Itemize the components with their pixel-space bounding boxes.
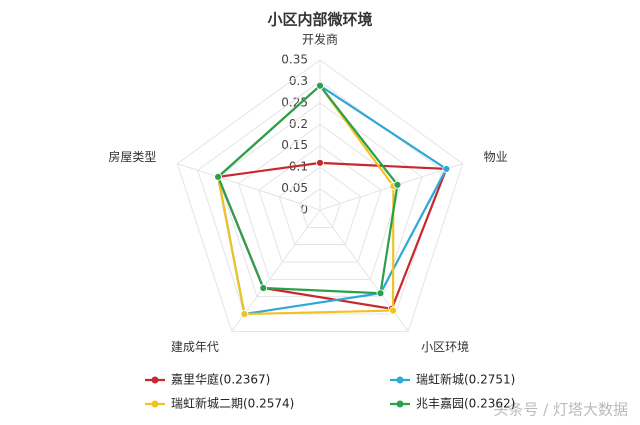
r-tick-label: 0 [300, 203, 308, 217]
legend-label: 兆丰嘉园(0.2362) [416, 397, 515, 411]
point [393, 180, 402, 189]
point [240, 310, 249, 318]
axis-label: 开发商 [302, 32, 338, 47]
spoke [177, 163, 321, 211]
axis-label: 物业 [484, 150, 508, 164]
r-tick-label: 0.05 [281, 181, 308, 195]
legend-label: 瑞虹新城(0.2751) [416, 372, 515, 387]
point [389, 306, 397, 315]
point [316, 158, 324, 167]
grid-ring [258, 145, 382, 263]
watermark: 头条号 / 灯塔大数据 [493, 401, 628, 419]
grid-ring [299, 187, 341, 228]
legend-label: 嘉里华庭(0.2367) [171, 372, 270, 387]
legend-label: 瑞虹新城二期(0.2574) [171, 396, 294, 411]
chart-title: 小区内部微环境 [267, 11, 372, 29]
r-tick-label: 0.3 [289, 74, 308, 88]
series-line [216, 161, 448, 311]
point [442, 165, 451, 173]
axis-label: 小区环境 [421, 339, 469, 354]
r-tick-label: 0.2 [289, 117, 308, 131]
point [376, 289, 385, 298]
axis-label: 房屋类型 [108, 149, 156, 164]
point [316, 81, 324, 90]
series-line [216, 84, 399, 295]
grid-ring [278, 166, 362, 246]
legend-dot [151, 400, 159, 408]
point [214, 172, 223, 181]
r-tick-label: 0.25 [281, 95, 308, 109]
r-tick-label: 0.35 [281, 53, 308, 67]
legend-dot [396, 400, 404, 408]
r-tick-label: 0.15 [281, 138, 308, 152]
legend-dot [396, 376, 404, 384]
grid-ring [176, 59, 464, 332]
grid-ring [197, 80, 443, 315]
axis-label: 建成年代 [171, 340, 219, 354]
point [259, 284, 268, 292]
legend-dot [151, 376, 159, 384]
